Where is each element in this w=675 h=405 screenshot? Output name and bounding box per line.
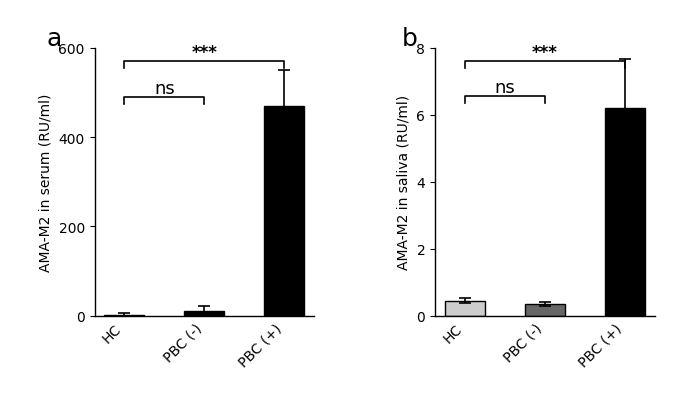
Text: ns: ns <box>154 80 175 98</box>
Bar <box>525 304 565 316</box>
Text: ***: *** <box>192 44 217 62</box>
Bar <box>445 301 485 316</box>
Text: a: a <box>46 27 61 51</box>
Y-axis label: AMA-M2 in saliva (RU/ml): AMA-M2 in saliva (RU/ml) <box>397 95 411 270</box>
Bar <box>265 107 304 316</box>
Text: ns: ns <box>495 79 515 97</box>
Bar <box>184 311 224 316</box>
Text: ***: *** <box>532 44 558 62</box>
Y-axis label: AMA-M2 in serum (RU/ml): AMA-M2 in serum (RU/ml) <box>39 93 53 271</box>
Bar <box>605 109 645 316</box>
Bar <box>105 315 144 316</box>
Text: b: b <box>402 27 418 51</box>
